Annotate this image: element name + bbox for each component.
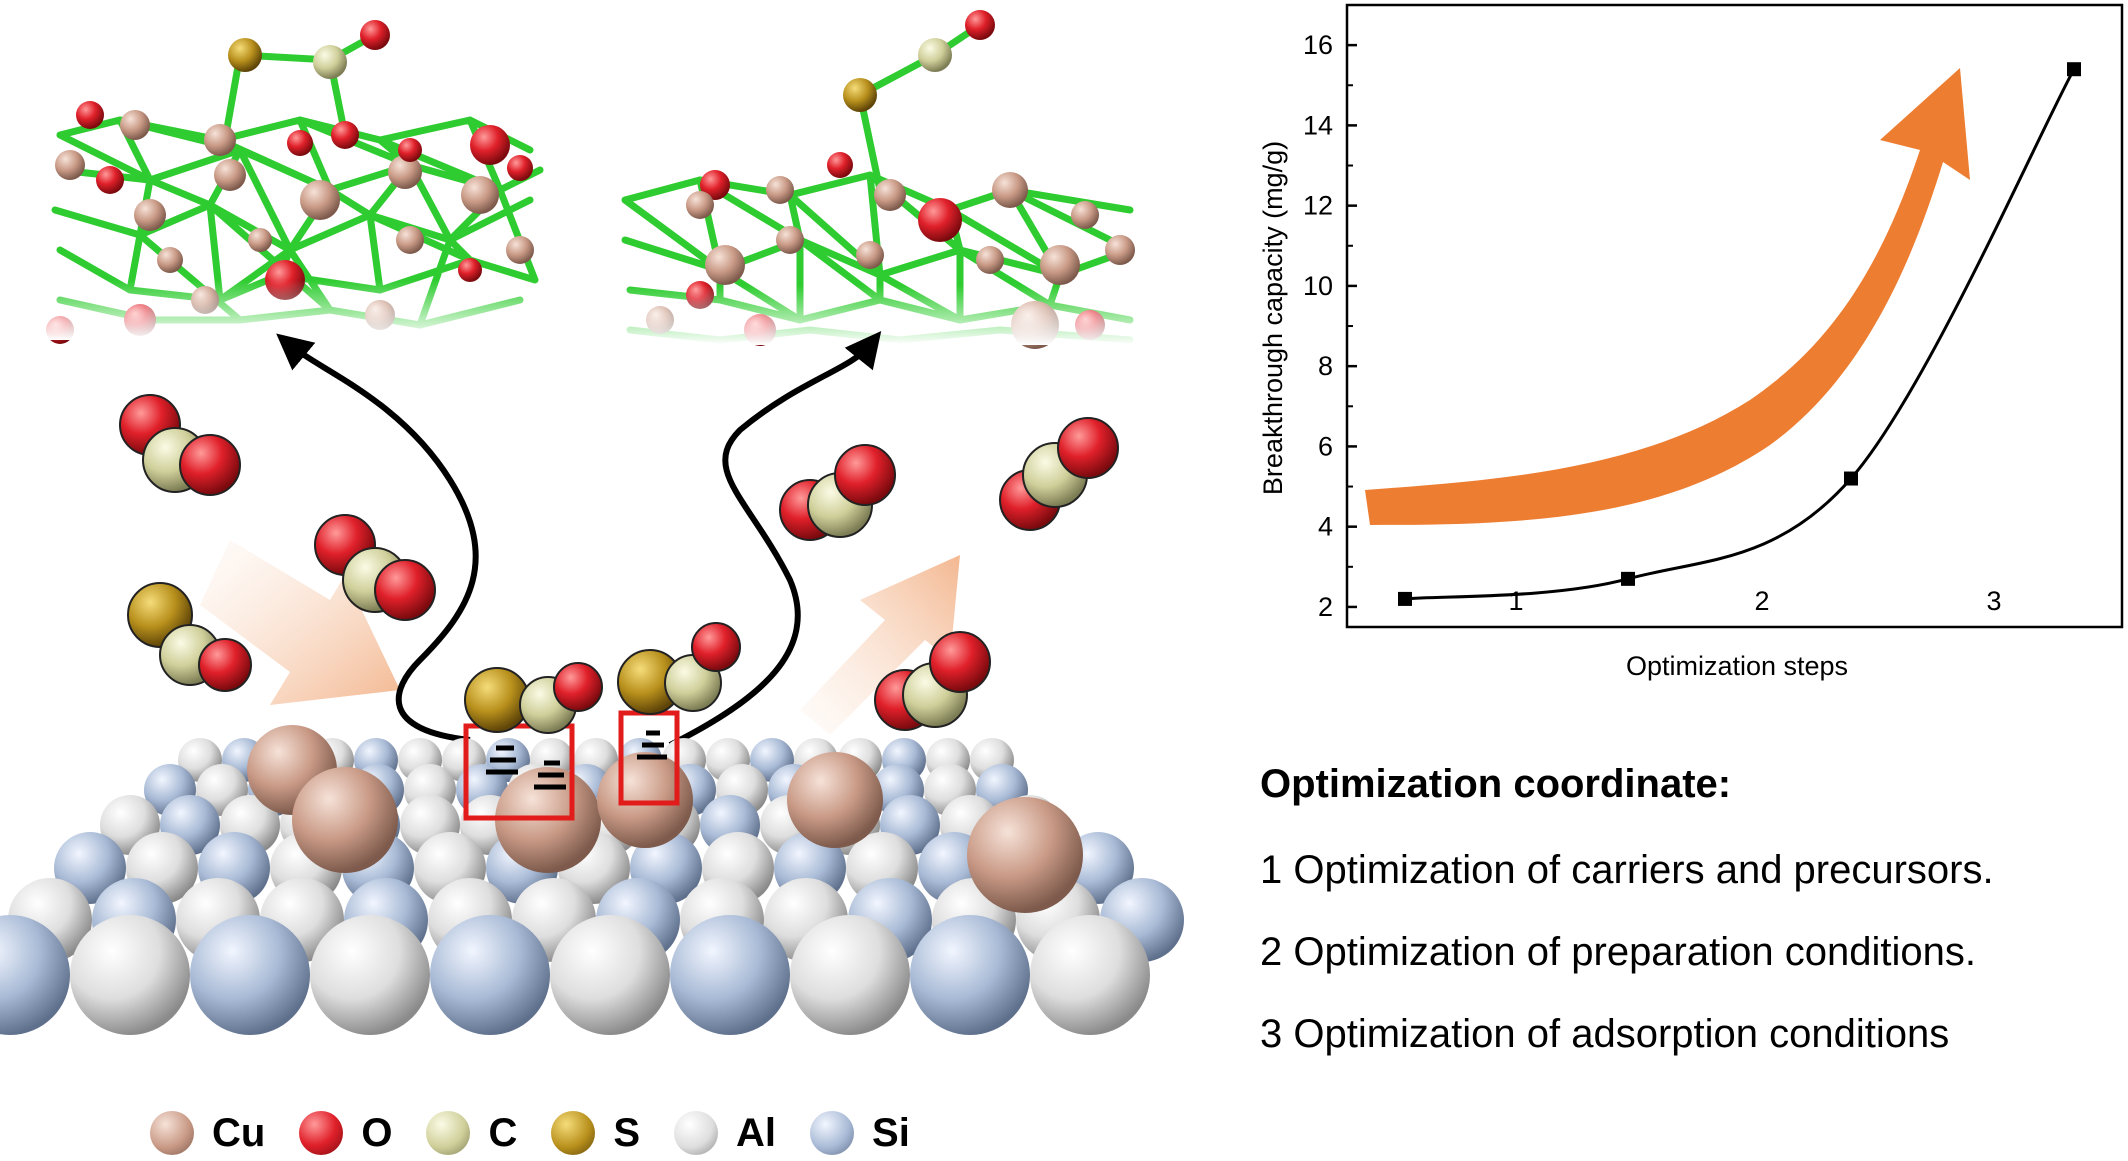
o-atom [553,662,603,712]
y-tick-label: 16 [1303,30,1333,60]
c-atom-icon [426,1111,471,1155]
coordination-dashes [486,730,667,790]
al-atom [70,915,190,1035]
coordinate-item-2: 2 Optimization of preparation conditions… [1260,930,1976,974]
o-atom [834,444,896,506]
legend-label: Cu [212,1110,266,1155]
al-atom [790,915,910,1035]
data-point [1844,471,1858,486]
coordinate-item-1: 1 Optimization of carriers and precursor… [1260,848,1994,892]
al-atom [550,915,670,1035]
adsorption-site-box-left [463,723,575,821]
legend-item-o: O [299,1111,392,1156]
y-tick-label: 2 [1318,592,1333,622]
incoming-flow-arrow [200,540,400,705]
si-atom [430,915,550,1035]
legend-label: Si [872,1110,910,1155]
legend-label: S [613,1110,641,1155]
series-line [1404,68,2076,601]
legend-label: Al [736,1110,777,1155]
right-curve-arrow [668,330,882,748]
data-point [1398,591,1412,606]
x-axis-label: Optimization steps [1626,651,1848,681]
o-atom [929,631,991,693]
al-atom [1030,915,1150,1035]
x-tick-label: 1 [1508,586,1523,616]
legend-item-c: C [426,1111,517,1156]
o-atom-icon [299,1111,344,1155]
si-atom [670,915,790,1035]
left-curve-arrow [276,333,479,743]
o-atom [691,622,741,672]
cu-atom [787,752,883,848]
x-tick-label: 3 [1986,586,2001,616]
y-tick-label: 12 [1303,191,1333,221]
outgoing-flow-arrow [800,555,960,735]
data-point [1621,571,1635,586]
legend-label: C [488,1110,518,1155]
coordinate-title: Optimization coordinate: [1260,762,1732,806]
y-tick-label: 10 [1303,271,1333,301]
o-atom [198,638,252,692]
s-atom-icon [551,1111,596,1155]
y-axis-label: Breakthrough capacity (mg/g) [1258,141,1288,495]
gas-molecules [119,394,1119,734]
element-legend: Cu O C S Al Si [150,1105,944,1161]
o-atom [1057,417,1119,479]
si-atom [0,915,70,1035]
al-atom [310,915,430,1035]
cu-atom [967,797,1083,913]
s-atom [464,667,530,733]
y-tick-label: 4 [1318,512,1333,542]
surface-lattice [0,725,1184,1035]
si-atom [910,915,1030,1035]
si-atom-icon [810,1111,855,1155]
x-tick-label: 2 [1754,586,1769,616]
y-tick-label: 6 [1318,431,1333,461]
legend-item-si: Si [810,1111,910,1156]
o-atom [179,434,241,496]
si-atom [190,915,310,1035]
al-atom-icon [674,1111,719,1155]
o-atom [374,559,436,621]
coordinate-item-3: 3 Optimization of adsorption conditions [1260,1012,1950,1056]
cluster-left [40,20,550,344]
data-point [2067,62,2081,77]
legend-label: O [361,1110,393,1155]
optimization-coordinate: Optimization coordinate: 1 Optimization … [1260,760,2120,1092]
legend-item-cu: Cu [150,1111,265,1156]
cluster-right [615,10,1145,349]
cu-atom [292,767,398,873]
legend-item-al: Al [674,1111,776,1156]
y-tick-label: 8 [1318,351,1333,381]
y-tick-label: 14 [1303,110,1333,140]
cu-atom-icon [150,1111,194,1155]
legend-item-s: S [551,1111,640,1156]
trend-arrow [1365,68,1970,525]
chart-frame [1345,3,2124,629]
